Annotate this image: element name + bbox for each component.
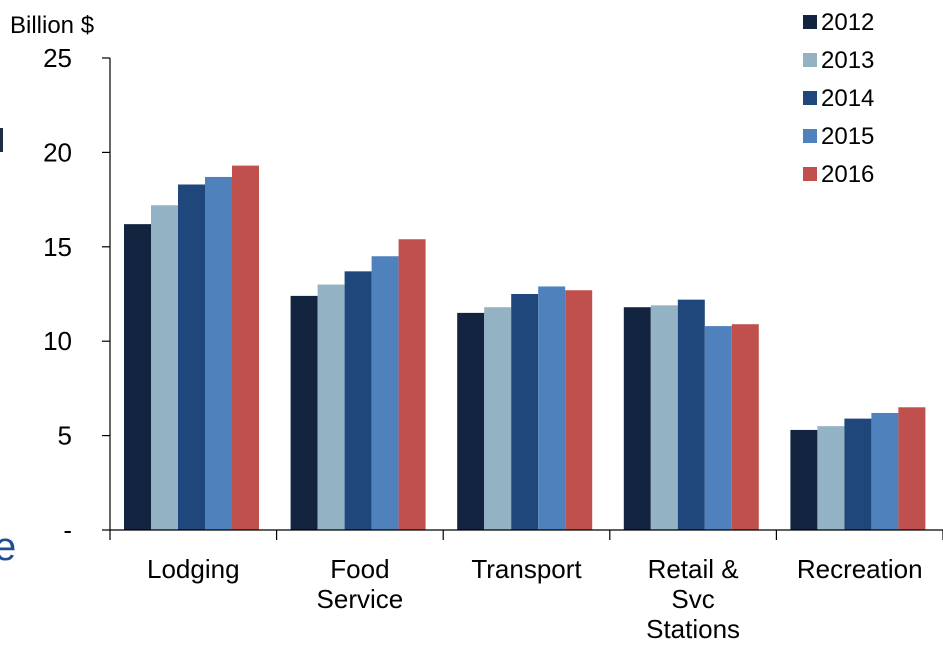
- y-tick-label-5: 25: [43, 43, 72, 73]
- x-category-label-2: Transport: [471, 554, 582, 584]
- left-edge-text-fragment: e: [0, 525, 16, 569]
- legend-label-2014: 2014: [821, 85, 874, 112]
- bar-food-service-2012: [290, 295, 318, 530]
- bar-retail-svc-stations-2012: [623, 307, 651, 530]
- legend-label-2015: 2015: [821, 123, 874, 150]
- bar-retail-svc-stations-2016: [731, 324, 759, 530]
- bar-recreation-2014: [844, 418, 872, 530]
- y-tick-label-2: 10: [43, 326, 72, 356]
- bar-food-service-2014: [344, 271, 372, 530]
- y-axis-unit-label: Billion $: [10, 12, 94, 39]
- bar-retail-svc-stations-2015: [704, 326, 732, 530]
- bar-food-service-2015: [371, 256, 399, 530]
- legend-swatch-2014: [803, 91, 817, 105]
- legend-label-2013: 2013: [821, 47, 874, 74]
- bar-food-service-2013: [317, 284, 345, 530]
- y-tick-label-3: 15: [43, 232, 72, 262]
- left-edge-mark: [0, 128, 3, 152]
- bar-retail-svc-stations-2013: [650, 305, 678, 530]
- bar-transport-2012: [457, 312, 485, 530]
- bar-transport-2013: [484, 307, 512, 530]
- bar-recreation-2015: [871, 412, 899, 530]
- x-category-label-1: Food Service: [317, 554, 404, 614]
- y-tick-label-0: -: [63, 515, 72, 545]
- bar-food-service-2016: [398, 239, 426, 531]
- x-category-label-3: Retail & Svc Stations: [646, 554, 740, 644]
- y-axis-ticks: - 5 10 15 20 25: [43, 43, 110, 545]
- y-tick-label-4: 20: [43, 137, 72, 167]
- bar-lodging-2012: [124, 224, 151, 531]
- bar-transport-2015: [538, 286, 566, 530]
- legend-swatch-2013: [803, 53, 817, 67]
- legend-swatch-2012: [803, 15, 817, 29]
- bar-transport-2016: [565, 290, 593, 530]
- bar-lodging-2014: [178, 184, 205, 530]
- x-category-label-4: Recreation: [797, 554, 923, 584]
- axes: [109, 58, 943, 540]
- bar-retail-svc-stations-2014: [677, 299, 705, 530]
- legend-swatch-2015: [803, 129, 817, 143]
- legend-label-2016: 2016: [821, 161, 874, 188]
- bar-recreation-2016: [898, 407, 926, 530]
- legend: 2012 2013 2014 2015 2016: [803, 9, 874, 188]
- legend-label-2012: 2012: [821, 9, 874, 36]
- bar-lodging-2013: [151, 205, 178, 530]
- bars: [124, 165, 926, 531]
- bar-recreation-2013: [817, 426, 845, 530]
- bar-transport-2014: [511, 294, 539, 530]
- x-category-label-0: Lodging: [147, 554, 240, 584]
- category-labels: Lodging Food Service Transport Retail & Svc St…: [147, 554, 923, 644]
- bar-lodging-2016: [232, 165, 259, 530]
- bar-lodging-2015: [205, 176, 232, 530]
- legend-swatch-2016: [803, 167, 817, 181]
- bar-recreation-2012: [790, 429, 818, 530]
- y-tick-label-1: 5: [58, 421, 72, 451]
